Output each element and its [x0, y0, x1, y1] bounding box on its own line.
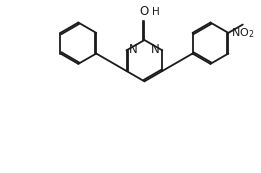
Text: N: N	[151, 43, 160, 56]
Text: O: O	[140, 5, 149, 18]
Text: NO$_2$: NO$_2$	[231, 26, 254, 39]
Text: N: N	[129, 43, 138, 56]
Text: H: H	[152, 7, 159, 17]
